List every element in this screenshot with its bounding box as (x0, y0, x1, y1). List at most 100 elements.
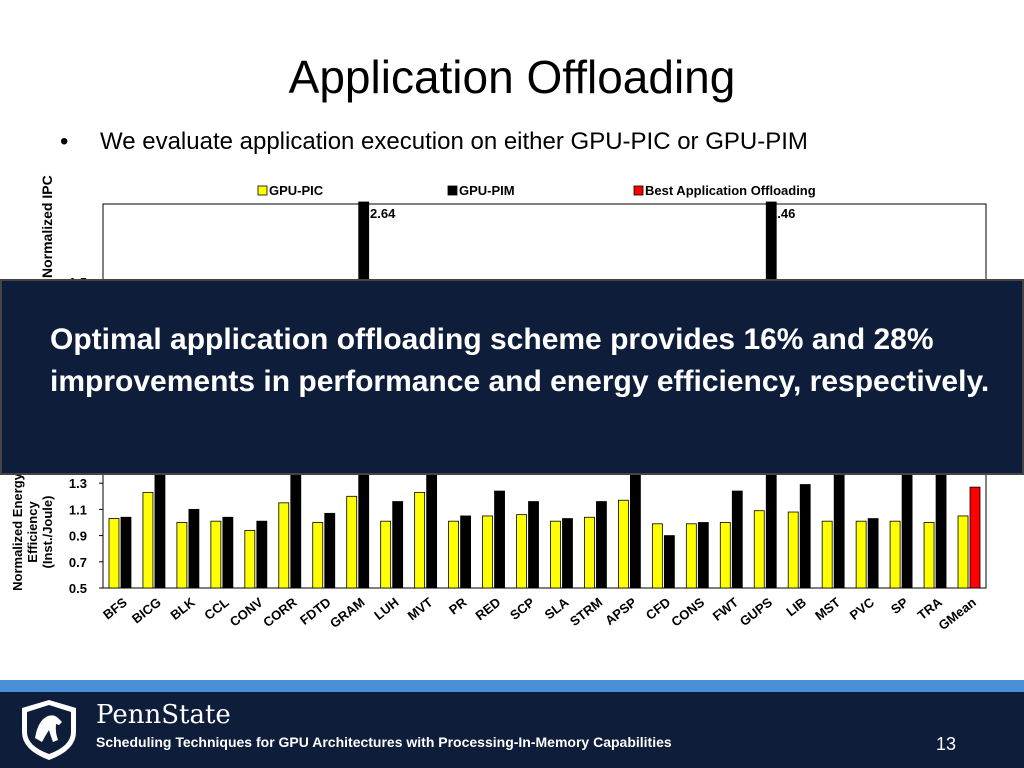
footer-brand: PennState (96, 700, 231, 730)
bar-gpu-pic-gmean (957, 515, 969, 589)
bar-gpu-pic-cons (685, 523, 697, 589)
callout-text: Optimal application offloading scheme pr… (50, 323, 990, 398)
bar-gpu-pim-bfs (120, 516, 132, 589)
bar-gpu-pim-fwt (731, 490, 743, 589)
bar-gpu-pic-cfd (651, 523, 663, 589)
bar-gpu-pic-blk (176, 522, 188, 589)
pennstate-shield-logo (22, 700, 76, 760)
bar-gpu-pic-mvt (414, 491, 426, 589)
x-tick-label-cons: CONS (668, 594, 707, 629)
bar-gpu-pim-lib (799, 484, 811, 589)
x-tick-label-lib: LIB (783, 595, 809, 620)
bar-gpu-pic-pr (448, 520, 459, 589)
bar-gpu-pim-cons (697, 522, 709, 589)
bar-gpu-pic-mst (821, 520, 833, 589)
bar-gpu-pim-mvt (426, 469, 438, 589)
x-tick-label-bfs: BFS (100, 594, 130, 622)
bar-gpu-pim-strm (596, 501, 607, 589)
data-label: 2.46 (770, 206, 795, 221)
bar-gpu-pim-gups (765, 469, 777, 589)
bar-gpu-pic-ccl (210, 520, 222, 589)
chart-legend: GPU-PIC GPU-PIM Best Application Offloadin… (257, 183, 816, 198)
x-tick-label-strm: STRM (567, 595, 605, 630)
bar-gpu-pic-strm (584, 516, 595, 589)
bar-gpu-pim-ccl (222, 516, 234, 589)
x-tick-label-fdtd: FDTD (297, 595, 334, 628)
x-tick-label-blk: BLK (167, 594, 198, 623)
x-tick-label-pvc: PVC (847, 594, 878, 623)
legend-swatch (447, 185, 458, 196)
y-tick-label: 0.5 (69, 581, 87, 596)
x-tick-label-gram: GRAM (327, 595, 368, 631)
bullet-marker: • (60, 128, 69, 155)
bar-gpu-pic-conv (244, 529, 256, 589)
plot-frame (102, 471, 987, 589)
bar-gpu-pim-scp (528, 501, 539, 589)
x-tick-label-luh: LUH (371, 595, 401, 623)
bar-gpu-pic-sp (889, 520, 901, 589)
bar-gpu-pim-conv (256, 520, 268, 589)
x-tick-label-mvt: MVT (405, 595, 436, 624)
bar-gpu-pic-pvc (855, 520, 867, 589)
bar-gpu-pim-mst (833, 469, 845, 589)
bar-gpu-pic-bfs (108, 518, 120, 589)
x-tick-label-pr: PR (446, 594, 470, 617)
legend-label: GPU-PIC (269, 183, 324, 198)
x-tick-label-red: RED (473, 595, 504, 624)
bar-gpu-pim-fdtd (324, 512, 336, 589)
data-label: 2.64 (370, 206, 396, 221)
bar-gpu-pim-pr (460, 515, 471, 589)
energy-chart: 0.50.70.91.11.32.512.645.952.502.602.1No… (10, 460, 987, 596)
callout-box: Optimal application offloading scheme pr… (0, 279, 1024, 475)
bar-gpu-pim-bicg (154, 469, 166, 589)
legend-swatch (633, 185, 644, 196)
bar-gpu-pic-fdtd (312, 522, 324, 589)
x-tick-label-conv: CONV (227, 594, 266, 629)
bar-gpu-pim-gram (358, 469, 370, 589)
y-tick-label: 0.7 (69, 555, 87, 570)
x-tick-label-gups: GUPS (737, 594, 776, 629)
footer-stripe (0, 680, 1024, 692)
y-axis-title: Normalized EnergyEfficiency(Inst./Joule) (10, 472, 55, 591)
x-tick-label-apsp: APSP (602, 594, 639, 628)
x-tick-label-scp: SCP (507, 594, 538, 622)
legend-swatch (257, 185, 268, 196)
legend-label: GPU-PIM (459, 183, 515, 198)
bar-gpu-pic-gups (753, 510, 765, 589)
bar-gpu-pic-scp (516, 514, 527, 589)
bar-gpu-pim-sp (901, 469, 913, 589)
bar-gpu-pic-corr (278, 502, 290, 589)
bar-gpu-pim-blk (188, 508, 200, 589)
x-tick-label-mst: MST (812, 595, 843, 624)
x-tick-label-sp: SP (888, 594, 911, 617)
bullet-point: • We evaluate application execution on ei… (60, 128, 808, 156)
bar-gpu-pim-red (494, 490, 505, 589)
bar-gpu-pic-tra (923, 522, 935, 589)
bullet-text: We evaluate application execution on eit… (100, 128, 808, 155)
bar-gpu-pim-gram (358, 201, 370, 283)
bar-gpu-pic-lib (787, 511, 799, 589)
page-number: 13 (936, 734, 957, 754)
x-tick-label-bicg: BICG (129, 595, 164, 627)
bar-gpu-pic-sla (550, 520, 561, 589)
footer-bar: PennState Scheduling Techniques for GPU … (0, 692, 1024, 768)
bar-gpu-pim-pvc (867, 518, 879, 589)
x-tick-label-corr: CORR (260, 594, 300, 630)
bar-best-application-offloading-gmean (969, 486, 981, 589)
bar-gpu-pim-apsp (630, 469, 641, 589)
legend-label: Best Application Offloading (645, 183, 816, 198)
y-tick-label: 0.9 (69, 529, 87, 544)
bar-gpu-pic-red (482, 515, 493, 589)
x-tick-label-gmean: GMean (935, 595, 978, 634)
bar-gpu-pic-bicg (142, 491, 154, 589)
y-axis-title: Normalized IPC (39, 175, 55, 278)
slide-title: Application Offloading (288, 51, 736, 103)
x-tick-label-fwt: FWT (710, 595, 741, 624)
bar-gpu-pim-corr (290, 469, 302, 589)
bar-gpu-pic-apsp (618, 499, 629, 589)
bar-gpu-pic-gram (346, 495, 358, 589)
footer-subtitle: Scheduling Techniques for GPU Architectu… (96, 734, 672, 750)
bar-gpu-pic-fwt (719, 522, 731, 589)
bar-gpu-pim-sla (562, 518, 573, 589)
